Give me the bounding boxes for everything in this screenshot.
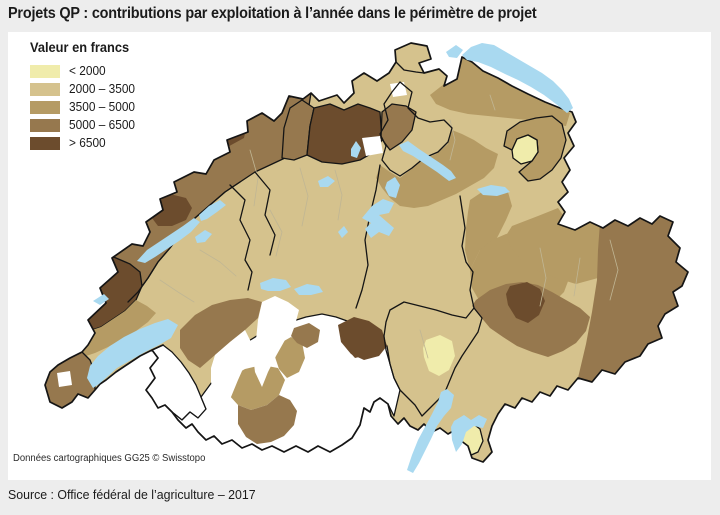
region-valais-brown-2 xyxy=(291,323,320,348)
region-chasseral xyxy=(152,194,192,226)
lake-maggiore xyxy=(407,389,454,473)
legend-label: < 2000 xyxy=(69,64,106,78)
lake-thun xyxy=(260,278,291,291)
lake-zug xyxy=(385,177,400,198)
region-glarus xyxy=(465,188,512,270)
lake-constance xyxy=(446,43,573,113)
legend: Valeur en francs < 2000 2000 – 3500 3500… xyxy=(30,40,139,152)
canton-borders xyxy=(159,94,619,359)
lake-neuchatel xyxy=(137,218,200,263)
lake-sarnen xyxy=(338,226,348,238)
lake-sempach xyxy=(318,176,335,187)
legend-label: > 6500 xyxy=(69,136,106,150)
region-appenzell xyxy=(511,134,539,165)
region-ticino-yellow xyxy=(423,335,455,376)
legend-label: 5000 – 6500 xyxy=(69,118,136,132)
lake-lucerne xyxy=(362,199,394,238)
source-caption: Source : Office fédéral de l’agriculture… xyxy=(8,487,256,502)
region-valais-medium-1 xyxy=(225,365,285,410)
region-surselva-dark xyxy=(506,282,545,323)
lake-lugano xyxy=(451,415,487,452)
legend-row: 3500 – 5000 xyxy=(30,98,139,116)
lake-joux xyxy=(93,294,109,305)
legend-label: 3500 – 5000 xyxy=(69,100,136,114)
legend-title: Valeur en francs xyxy=(30,40,130,55)
lake-geneva xyxy=(87,319,178,388)
region-valais-brown-1 xyxy=(238,395,297,444)
lake-hallwil xyxy=(351,141,361,158)
region-no-data-geneva-city xyxy=(57,371,72,387)
legend-label: 2000 – 3500 xyxy=(69,82,136,96)
region-graubuenden-north xyxy=(507,208,602,284)
legend-swatch-5000-6500 xyxy=(30,118,60,132)
lake-biel xyxy=(199,200,226,221)
lake-zurich xyxy=(399,141,456,181)
legend-row: < 2000 xyxy=(30,62,139,80)
switzerland-outline xyxy=(44,42,689,463)
region-thurgau xyxy=(430,57,570,126)
lake-walen xyxy=(477,185,510,196)
lakes xyxy=(87,43,573,473)
legend-swatch-2000-3500 xyxy=(30,82,60,96)
region-simmental xyxy=(180,298,262,368)
region-aletsch-dark xyxy=(338,317,387,360)
legend-row: 5000 – 6500 xyxy=(30,116,139,134)
legend-swatch-lt2000 xyxy=(30,64,60,78)
region-no-data-wedge-1 xyxy=(211,330,252,411)
region-no-data-rhine xyxy=(390,82,407,97)
legend-swatch-gt6500 xyxy=(30,136,60,150)
region-valais-medium-2 xyxy=(275,337,305,378)
legend-row: 2000 – 3500 xyxy=(30,80,139,98)
lake-morat xyxy=(195,230,212,243)
region-no-data-wedge-2 xyxy=(253,296,299,387)
map-attribution: Données cartographiques GG25 © Swisstopo xyxy=(13,453,206,464)
region-graubuenden-east xyxy=(578,216,688,382)
region-baselland-dark xyxy=(306,103,383,165)
lake-brienz xyxy=(294,284,323,295)
region-no-data-enclave-1 xyxy=(362,136,383,156)
page-title: Projets QP : contributions par exploitat… xyxy=(8,5,537,22)
legend-row: > 6500 xyxy=(30,134,139,152)
legend-swatch-3500-5000 xyxy=(30,100,60,114)
